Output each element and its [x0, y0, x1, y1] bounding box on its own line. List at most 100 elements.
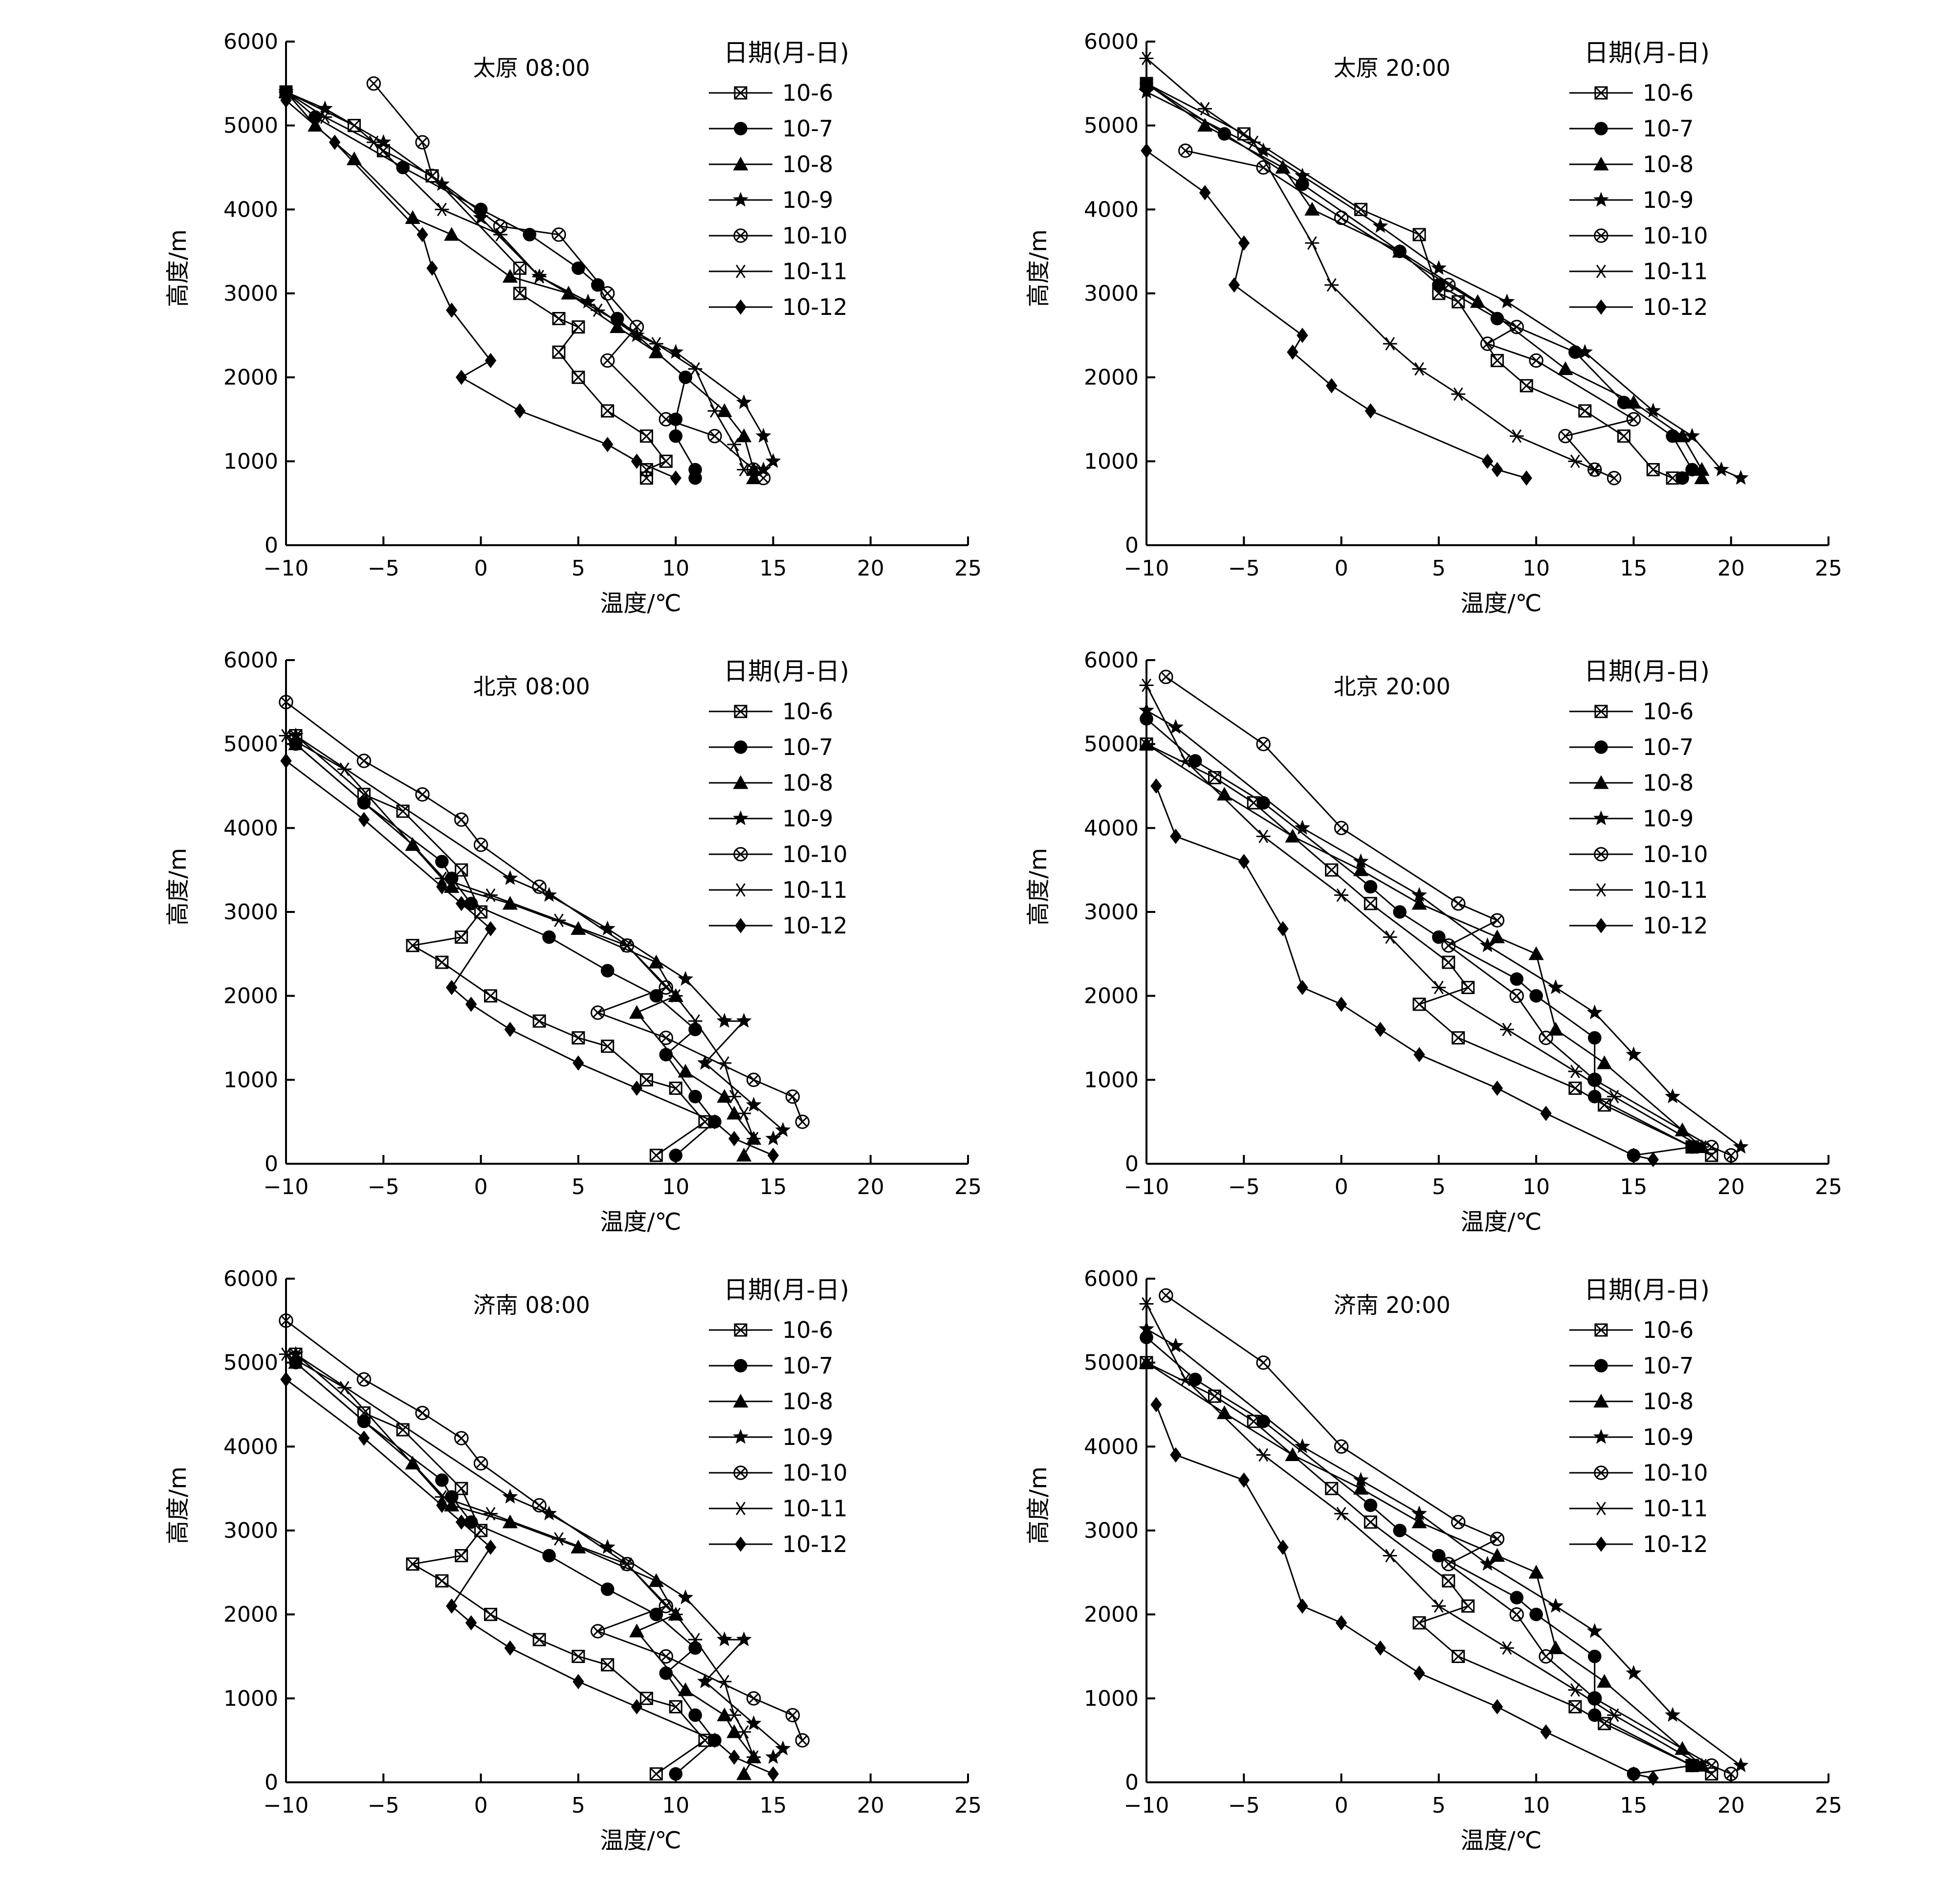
y-tick-label: 0 — [264, 533, 278, 558]
series-10-12 — [1150, 1397, 1659, 1786]
data-point — [455, 863, 468, 877]
data-point — [280, 753, 292, 769]
data-point — [1461, 981, 1475, 994]
data-point — [1294, 167, 1310, 183]
data-point — [591, 303, 605, 317]
x-tick-label: 5 — [572, 1175, 585, 1199]
series-line — [1155, 1404, 1653, 1779]
data-point — [455, 931, 468, 944]
data-point — [1510, 1591, 1524, 1605]
data-point — [1431, 1599, 1446, 1613]
data-point — [474, 905, 488, 919]
panel-title: 济南 08:00 — [473, 1292, 590, 1318]
x-tick-label: 25 — [1815, 1793, 1842, 1818]
chart-panel-4: −10 −5 0 5 10 15 20 25 0 1000 2000 3000 4000 5000 6000… — [1025, 648, 1842, 1236]
y-axis-title: 高度/m — [1025, 229, 1052, 307]
legend-label: 10-10 — [782, 841, 848, 867]
data-point — [1383, 1549, 1397, 1563]
data-point — [1256, 736, 1271, 752]
data-point — [1491, 1699, 1503, 1715]
legend-item: 10-6 — [1569, 1317, 1694, 1343]
data-point — [1587, 1649, 1602, 1663]
data-point — [426, 260, 438, 276]
data-point — [1607, 470, 1622, 486]
x-tick-label: 5 — [1432, 556, 1446, 581]
data-point — [1304, 201, 1320, 216]
data-point — [444, 227, 460, 241]
data-point — [648, 954, 664, 969]
data-point — [444, 1490, 459, 1504]
data-point — [1353, 1481, 1369, 1495]
legend-label: 10-9 — [1643, 1424, 1694, 1450]
data-point — [1353, 1472, 1369, 1487]
data-point — [1139, 76, 1154, 90]
legend-label: 10-6 — [1643, 1317, 1694, 1343]
y-tick-label: 3000 — [223, 281, 278, 306]
legend-marker — [1595, 1536, 1607, 1552]
data-point — [736, 1013, 752, 1028]
series-10-8 — [1139, 736, 1710, 1153]
data-point — [1665, 1707, 1681, 1722]
legend-label: 10-9 — [782, 805, 833, 832]
data-point — [1568, 454, 1583, 468]
x-tick-label: 0 — [1335, 1793, 1348, 1818]
legend-label: 10-7 — [782, 1353, 833, 1379]
data-point — [1628, 1766, 1640, 1782]
data-point — [1647, 1770, 1659, 1786]
data-point — [727, 1089, 742, 1104]
data-point — [716, 1631, 732, 1646]
data-point — [1392, 244, 1408, 258]
data-point — [1277, 1539, 1289, 1555]
data-point — [659, 1598, 673, 1614]
data-point — [532, 1498, 547, 1513]
data-point — [552, 312, 566, 325]
y-tick-label: 0 — [1125, 533, 1139, 558]
series-line — [286, 91, 696, 478]
data-point — [1441, 938, 1456, 953]
y-tick-label: 0 — [1125, 1770, 1139, 1795]
data-point — [456, 370, 467, 385]
legend-marker — [734, 122, 748, 135]
y-tick-label: 6000 — [223, 1266, 278, 1291]
data-point — [1287, 344, 1299, 360]
data-point — [659, 1030, 673, 1045]
data-point — [599, 920, 616, 935]
legend-item: 10-12 — [1569, 1531, 1708, 1557]
data-point — [601, 437, 614, 452]
x-tick-label: 0 — [1335, 1175, 1348, 1199]
data-point — [513, 262, 527, 275]
x-tick-label: −5 — [1228, 556, 1260, 581]
data-point — [1139, 1321, 1154, 1336]
series-10-10 — [1159, 1288, 1739, 1781]
data-point — [446, 1598, 458, 1614]
y-axis-title: 高度/m — [1025, 848, 1052, 926]
data-point — [1548, 1021, 1564, 1036]
data-point — [746, 1097, 762, 1112]
data-point — [504, 1640, 516, 1656]
x-tick-label: −10 — [1124, 1175, 1169, 1199]
data-point — [473, 1456, 488, 1471]
legend-item: 10-10 — [1569, 222, 1708, 249]
legend-item: 10-10 — [708, 841, 848, 867]
data-point — [1626, 1665, 1642, 1680]
data-point — [532, 879, 547, 894]
data-point — [465, 1615, 477, 1631]
data-point — [551, 227, 566, 242]
data-point — [601, 1658, 615, 1672]
data-point — [1372, 218, 1388, 233]
data-point — [1509, 1607, 1524, 1622]
data-point — [318, 110, 332, 124]
data-point — [572, 371, 585, 384]
data-point — [1528, 1565, 1544, 1579]
data-point — [1694, 470, 1710, 485]
data-point — [1335, 1615, 1347, 1631]
data-point — [639, 1691, 653, 1705]
x-tick-label: 15 — [759, 1175, 787, 1199]
data-point — [728, 1131, 740, 1147]
legend-marker — [1593, 156, 1609, 171]
legend-label: 10-10 — [1643, 222, 1708, 249]
data-point — [406, 1557, 419, 1571]
y-tick-label: 1000 — [223, 1067, 278, 1092]
x-tick-label: 10 — [662, 556, 689, 581]
data-point — [456, 896, 467, 911]
